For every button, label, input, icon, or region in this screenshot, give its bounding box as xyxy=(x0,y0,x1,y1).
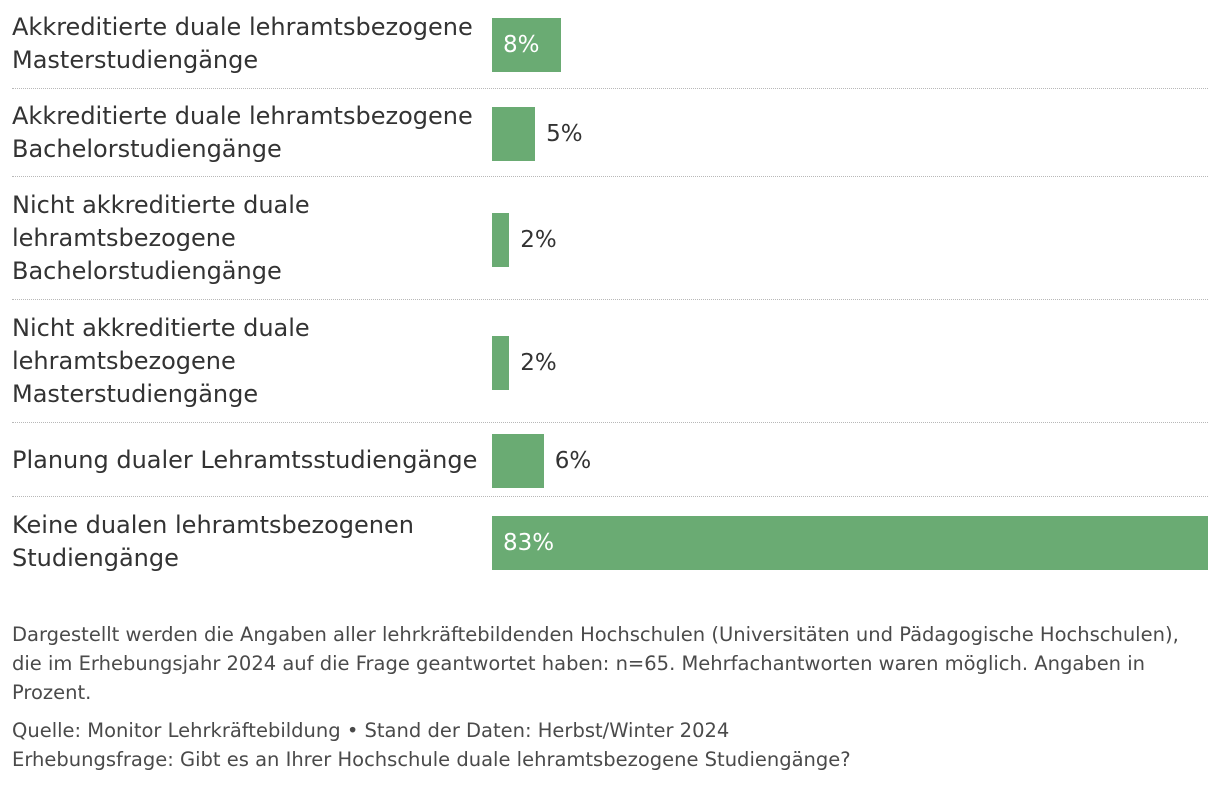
value-label: 83% xyxy=(503,530,555,556)
category-label: Nicht akkreditierte duale lehramtsbezoge… xyxy=(12,314,310,408)
category-label: Planung dualer Lehramtsstudiengänge xyxy=(12,446,478,474)
value-label: 2% xyxy=(520,350,557,376)
source-block: Quelle: Monitor Lehrkräftebildung • Stan… xyxy=(12,716,1208,774)
bar-row: Akkreditierte duale lehramtsbezogene Mas… xyxy=(12,0,1208,89)
methodology-note: Dargestellt werden die Angaben aller leh… xyxy=(12,623,1179,704)
row-separator xyxy=(12,496,1208,497)
value-label: 5% xyxy=(546,121,583,147)
row-separator xyxy=(12,88,1208,89)
bar-row: Planung dualer Lehramtsstudiengänge xyxy=(12,424,1208,498)
category-label: Keine dualen lehramtsbezogenen Studiengä… xyxy=(12,511,414,572)
category-label: Akkreditierte duale lehramtsbezogene Bac… xyxy=(12,102,473,163)
chart-notes: Dargestellt werden die Angaben aller leh… xyxy=(12,620,1208,774)
row-separator xyxy=(12,422,1208,423)
bar xyxy=(492,336,510,390)
bar-row: Akkreditierte duale lehramtsbezogene Bac… xyxy=(12,89,1208,178)
value-label: 2% xyxy=(520,227,557,253)
row-separator xyxy=(12,299,1208,300)
bar-chart: Akkreditierte duale lehramtsbezogene Mas… xyxy=(12,0,1208,588)
bar xyxy=(492,107,536,161)
bar xyxy=(492,434,544,488)
value-label: 6% xyxy=(554,448,592,474)
bar-row: Nicht akkreditierte duale lehramtsbezoge… xyxy=(12,178,1208,301)
bar xyxy=(492,213,510,267)
bar-row: Keine dualen lehramtsbezogenen Studiengä… xyxy=(12,498,1208,588)
source-line: Quelle: Monitor Lehrkräftebildung • Stan… xyxy=(12,719,730,742)
row-separator xyxy=(12,176,1208,177)
value-label: 8% xyxy=(503,32,540,58)
bar xyxy=(492,516,1208,570)
bar xyxy=(492,18,561,72)
category-label: Nicht akkreditierte duale lehramtsbezoge… xyxy=(12,191,310,285)
survey-question: Erhebungsfrage: Gibt es an Ihrer Hochsch… xyxy=(12,748,851,771)
bar-row: Nicht akkreditierte duale lehramtsbezoge… xyxy=(12,301,1208,424)
category-label: Akkreditierte duale lehramtsbezogene Mas… xyxy=(12,13,473,74)
